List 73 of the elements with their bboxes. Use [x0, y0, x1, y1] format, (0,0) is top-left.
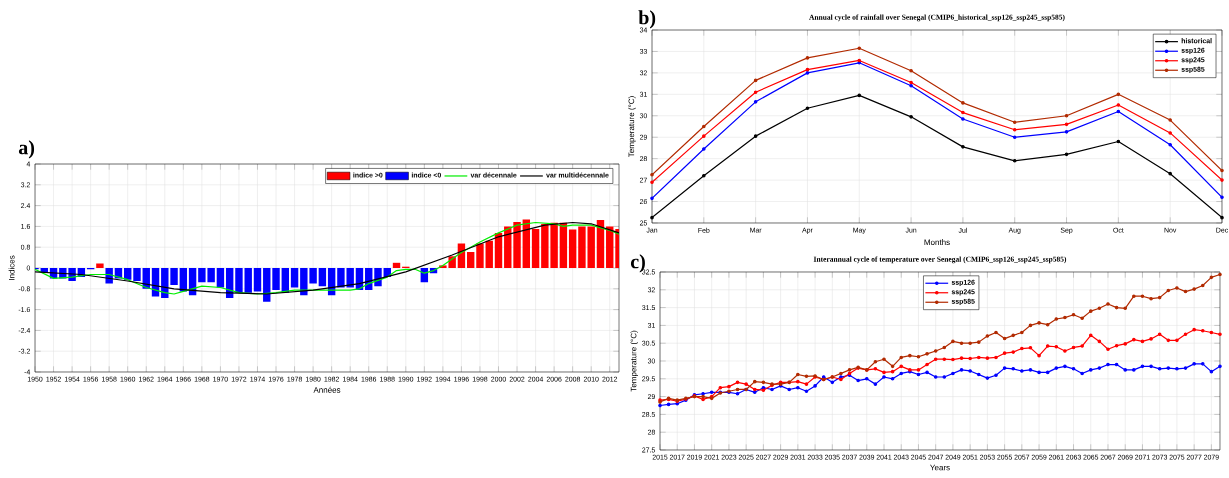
- bar: [235, 268, 243, 293]
- bar: [133, 268, 141, 281]
- y-axis-title: Temperature (°C): [628, 96, 636, 158]
- point: [650, 180, 654, 185]
- point: [857, 46, 862, 51]
- point: [961, 101, 965, 105]
- bar: [513, 221, 521, 268]
- bar: [485, 240, 493, 268]
- point: [1012, 135, 1017, 140]
- bar: [606, 226, 614, 268]
- bar: [568, 229, 577, 268]
- point: [805, 71, 810, 75]
- bar: [318, 268, 327, 287]
- point: [1116, 92, 1121, 97]
- bar: [244, 268, 252, 293]
- point: [753, 78, 758, 83]
- bar: [290, 268, 299, 288]
- point: [1064, 152, 1069, 157]
- point: [753, 90, 758, 94]
- point: [857, 93, 862, 98]
- bar: [124, 268, 132, 280]
- bar: [216, 268, 225, 288]
- point: [650, 196, 654, 201]
- point: [961, 145, 965, 149]
- point: [650, 215, 654, 220]
- point: [702, 124, 706, 129]
- point: [1116, 139, 1121, 144]
- bar: [522, 219, 531, 268]
- point: [1168, 118, 1172, 122]
- point: [1168, 142, 1172, 147]
- point: [702, 147, 706, 151]
- point: [650, 172, 654, 177]
- point: [702, 134, 706, 138]
- point: [805, 67, 810, 72]
- point: [805, 56, 810, 60]
- point: [1116, 103, 1121, 107]
- point: [961, 110, 965, 115]
- point: [753, 134, 758, 138]
- y-axis-title: Temperature (°C): [630, 330, 638, 392]
- bar: [466, 251, 475, 268]
- point: [909, 68, 913, 73]
- point: [1168, 131, 1172, 135]
- point: [1064, 113, 1069, 118]
- bar: [272, 268, 280, 291]
- bar: [531, 229, 540, 268]
- bar: [392, 262, 401, 268]
- bar: [596, 219, 605, 268]
- text: a): [18, 140, 35, 159]
- point: [805, 106, 810, 111]
- point: [1064, 130, 1069, 134]
- point: [702, 174, 706, 178]
- point: [1220, 168, 1224, 173]
- x-axis-title: Years: [930, 464, 950, 471]
- point: [1220, 215, 1224, 220]
- point: [1220, 178, 1224, 182]
- x-axis-title: Months: [924, 239, 950, 246]
- point: [1116, 109, 1121, 114]
- y-axis-title: Indices: [8, 255, 15, 280]
- point: [1012, 159, 1017, 163]
- bar: [96, 263, 104, 268]
- bar: [476, 243, 484, 268]
- point: [961, 117, 965, 121]
- x-axis-title: Années: [313, 386, 341, 393]
- point: [1012, 127, 1017, 132]
- point: [753, 100, 758, 104]
- point: [1220, 195, 1224, 200]
- point: [1012, 120, 1017, 125]
- bar: [263, 268, 271, 302]
- point: [909, 115, 913, 119]
- text: b): [638, 10, 656, 29]
- point: [1168, 171, 1172, 176]
- point: [1064, 122, 1069, 127]
- bar: [253, 268, 262, 292]
